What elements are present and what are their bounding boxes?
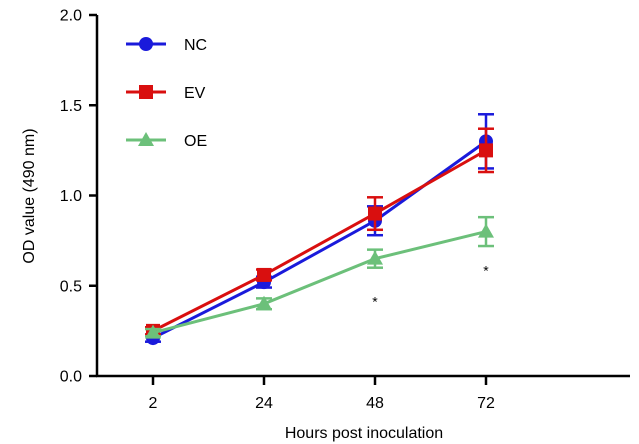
legend: NC EV OE — [126, 37, 207, 150]
x-tick-label: 72 — [477, 395, 495, 412]
data-point-oe — [367, 250, 383, 265]
series-line-ev — [152, 149, 487, 333]
legend-label-oe: OE — [184, 133, 207, 150]
data-point-oe — [256, 295, 272, 310]
series-line-nc — [152, 140, 487, 340]
y-tick-label: 0.0 — [60, 369, 82, 386]
legend-marker-nc — [139, 37, 153, 51]
y-tick-label: 2.0 — [60, 8, 82, 25]
y-ticks: 0.0 0.5 1.0 1.5 2.0 — [60, 8, 97, 386]
legend-label-ev: EV — [184, 85, 206, 102]
series-oe — [145, 215, 494, 339]
series-line-oe — [152, 230, 487, 335]
data-point-ev — [257, 267, 271, 282]
y-tick-label: 0.5 — [60, 278, 82, 295]
legend-marker-oe — [138, 132, 154, 146]
x-tick-label: 2 — [149, 395, 158, 412]
x-ticks: 2 24 48 72 — [149, 376, 495, 412]
data-point-ev — [479, 143, 493, 158]
series-group — [145, 113, 494, 346]
significance-mark: * — [483, 263, 489, 279]
legend-item-oe: OE — [126, 132, 207, 150]
legend-marker-ev — [139, 85, 153, 99]
x-tick-label: 24 — [255, 395, 273, 412]
y-axis-title: OD value (490 nm) — [21, 128, 38, 263]
data-point-oe — [478, 223, 494, 238]
series-ev — [145, 127, 494, 338]
legend-label-nc: NC — [184, 37, 207, 54]
legend-item-ev: EV — [126, 85, 206, 102]
data-point-oe — [145, 324, 161, 339]
legend-item-nc: NC — [126, 37, 207, 54]
y-tick-label: 1.5 — [60, 98, 82, 115]
annotations: ** — [372, 263, 489, 310]
x-axis-title: Hours post inoculation — [285, 425, 443, 442]
axes — [95, 15, 630, 378]
x-tick-label: 48 — [366, 395, 384, 412]
significance-mark: * — [372, 293, 378, 309]
y-tick-label: 1.0 — [60, 188, 82, 205]
data-point-ev — [368, 206, 382, 221]
